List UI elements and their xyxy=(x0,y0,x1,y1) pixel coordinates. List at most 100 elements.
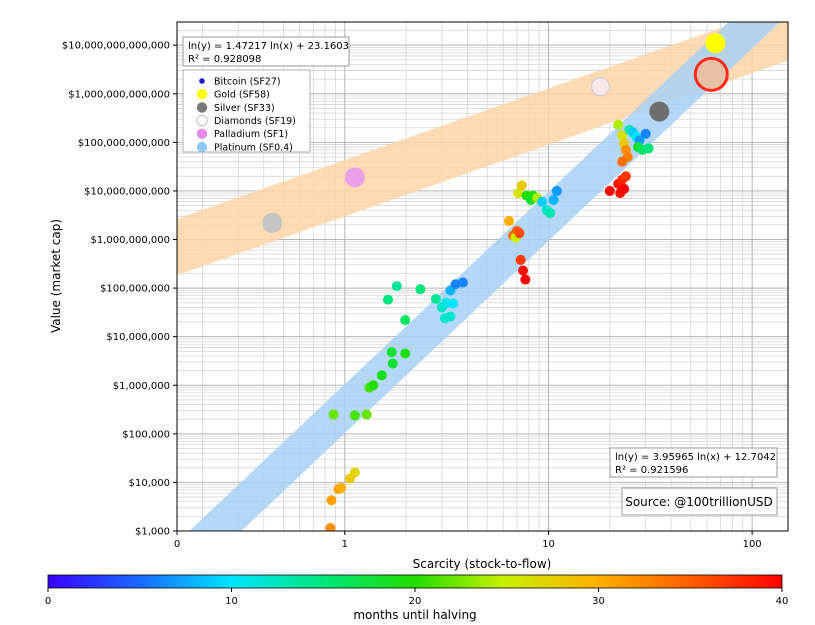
regression-bands xyxy=(177,22,788,531)
regression-box-bottom-frame xyxy=(609,447,778,478)
x-tick-label: 10 xyxy=(542,539,555,550)
colorbar-tick-label: 10 xyxy=(225,596,238,607)
legend-entry-label: Diamonds (SF19) xyxy=(214,116,296,127)
x-tick-label: 100 xyxy=(743,539,762,550)
legend-entry-label: Bitcoin (SF27) xyxy=(214,76,281,87)
bitcoin-point xyxy=(516,180,527,191)
bitcoin-point xyxy=(503,216,514,227)
bitcoin-point xyxy=(617,156,628,167)
asset-point-silver xyxy=(649,101,670,122)
legend-marker xyxy=(196,114,208,127)
colorbar-tick-label: 30 xyxy=(592,596,605,607)
regression-top-equation: ln(y) = 1.47217 ln(x) + 23.1603 xyxy=(188,41,349,52)
bitcoin-point xyxy=(400,315,411,326)
regression-band-commodities xyxy=(177,22,788,276)
regression-box-top-frame xyxy=(182,36,350,67)
y-tick-label: $1,000 xyxy=(135,527,170,538)
bitcoin-point xyxy=(457,277,468,288)
bitcoin-point xyxy=(349,410,360,421)
regression-bottom-equation: ln(y) = 3.95965 ln(x) + 12.7042 xyxy=(615,452,776,463)
bitcoin-point xyxy=(617,130,628,141)
colorbar-tick-label: 0 xyxy=(45,596,51,607)
y-tick-label: $1,000,000,000,000 xyxy=(68,89,170,100)
bitcoin-point xyxy=(448,298,459,309)
colorbar-strip xyxy=(47,574,783,589)
regression-top-r2: R² = 0.928098 xyxy=(188,54,261,65)
y-tick-label: $100,000 xyxy=(122,429,170,440)
y-tick-labels: $1,000 $10,000 $100,000 $1,000,000 $10,000,0… xyxy=(62,41,177,538)
asset-point-palladium xyxy=(344,167,365,188)
bitcoin-point xyxy=(326,495,337,506)
bitcoin-point xyxy=(551,185,562,196)
y-tick-label: $10,000 xyxy=(129,478,170,489)
asset-point-platinum xyxy=(262,212,283,233)
bitcoin-point xyxy=(514,228,525,239)
bitcoin-point xyxy=(548,195,559,206)
bitcoin-point xyxy=(328,409,339,420)
y-tick-label: $10,000,000,000 xyxy=(84,186,170,197)
y-tick-label: $1,000,000 xyxy=(113,381,170,392)
legend-entry-label: Palladium (SF1) xyxy=(214,129,288,140)
bitcoin-point xyxy=(430,293,441,304)
bitcoin-point xyxy=(415,284,426,295)
bitcoin-point xyxy=(400,348,411,359)
legend-marker xyxy=(196,128,208,139)
y-tick-label: $10,000,000,000,000 xyxy=(62,41,170,52)
regression-band-bitcoin xyxy=(189,22,781,531)
bitcoin-points xyxy=(325,119,654,531)
legend-marker xyxy=(196,102,208,113)
bitcoin-point xyxy=(349,467,360,478)
colorbar: 0 10 20 30 40 months until halving xyxy=(45,574,789,622)
colorbar-tick-label: 40 xyxy=(776,596,789,607)
bitcoin-point xyxy=(619,183,630,194)
bitcoin-point xyxy=(613,119,624,130)
legend-marker xyxy=(199,78,205,84)
bitcoin-point xyxy=(518,265,529,276)
bitcoin-point xyxy=(604,185,615,196)
source-box: Source: @100trillionUSD xyxy=(621,487,778,516)
bitcoin-point xyxy=(445,311,456,322)
x-tick-label: 0 xyxy=(174,539,180,550)
legend-entry-label: Silver (SF33) xyxy=(214,103,275,114)
legend-marker xyxy=(196,141,208,153)
source-label: Source: @100trillionUSD xyxy=(625,495,773,509)
bitcoin-point xyxy=(513,188,524,199)
colorbar-tick-label: 20 xyxy=(409,596,422,607)
plot-frame xyxy=(176,21,789,532)
bitcoin-point xyxy=(537,196,548,207)
x-axis-label: Scarcity (stock-to-flow) xyxy=(413,557,552,571)
regression-bottom-r2: R² = 0.921596 xyxy=(615,465,688,476)
x-tick-labels: 0 1 10 100 xyxy=(174,531,762,550)
bitcoin-point xyxy=(386,347,397,358)
bitcoin-point xyxy=(545,208,556,219)
asset-point-diamonds xyxy=(590,77,611,97)
regression-box-bottom: ln(y) = 3.95965 ln(x) + 12.7042 R² = 0.9… xyxy=(609,447,778,478)
legend-entry-label: Platinum (SF0.4) xyxy=(214,142,293,153)
legend: Bitcoin (SF27) Gold (SF58) Silver (SF33) Di… xyxy=(182,69,311,153)
legend-marker xyxy=(196,89,208,100)
bitcoin-point xyxy=(515,254,526,265)
legend-entry-label: Gold (SF58) xyxy=(214,90,270,101)
asset-point-bitcoin-projected xyxy=(693,56,729,92)
bitcoin-point xyxy=(336,482,347,493)
bitcoin-point xyxy=(391,281,402,292)
source-box-frame xyxy=(621,487,778,516)
bitcoin-point xyxy=(640,128,651,139)
x-tick-label: 1 xyxy=(342,539,348,550)
y-tick-label: $1,000,000,000 xyxy=(90,235,170,246)
bitcoin-point xyxy=(325,523,336,531)
bitcoin-point xyxy=(376,370,387,381)
bitcoin-point xyxy=(643,143,654,154)
asset-point-gold xyxy=(705,33,726,54)
asset-points xyxy=(262,33,729,233)
y-tick-label: $100,000,000 xyxy=(100,284,170,295)
bitcoin-point xyxy=(368,380,379,391)
bitcoin-point xyxy=(620,171,631,182)
bitcoin-point xyxy=(361,409,372,420)
bitcoin-point xyxy=(383,294,394,305)
regression-box-top: ln(y) = 1.47217 ln(x) + 23.1603 R² = 0.9… xyxy=(182,36,350,67)
bitcoin-point xyxy=(387,358,398,369)
y-axis-label: Value (market cap) xyxy=(49,219,63,333)
y-tick-label: $10,000,000 xyxy=(106,332,170,343)
